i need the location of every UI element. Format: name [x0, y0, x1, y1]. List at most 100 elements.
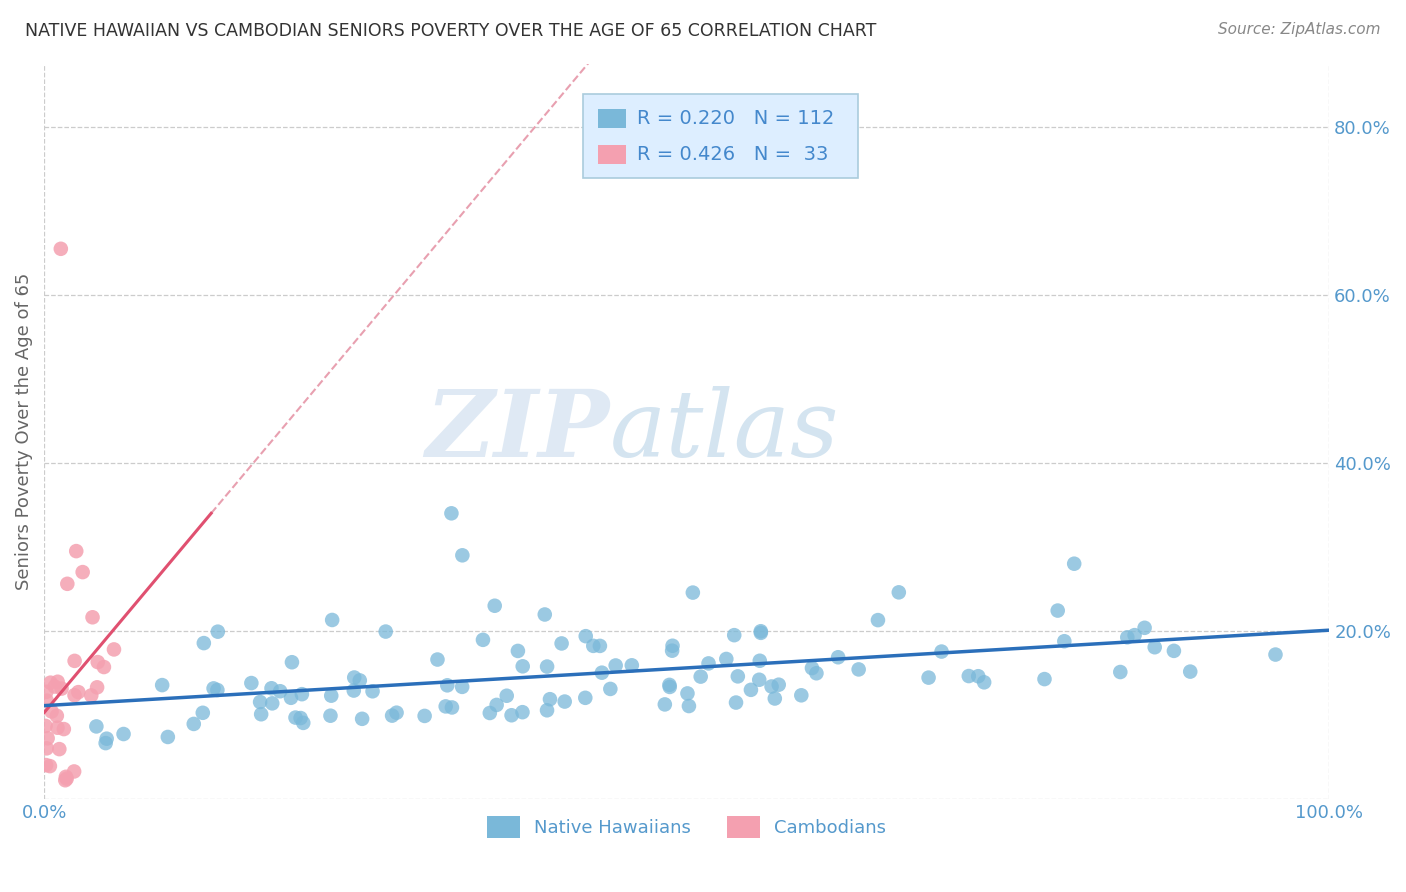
Point: [207, 624, 229, 639]
Point: [436, 678, 458, 692]
Point: [291, 687, 314, 701]
Point: [46, 721, 69, 735]
Point: [51, 681, 73, 696]
Point: [343, 683, 366, 698]
Point: [35, 685, 58, 699]
Point: [37, 731, 59, 746]
Point: [790, 688, 813, 702]
Point: [661, 639, 683, 653]
Point: [440, 700, 463, 714]
Point: [260, 681, 283, 696]
Point: [34, 719, 56, 733]
Point: [1163, 644, 1185, 658]
Point: [38, 759, 60, 773]
Point: [506, 644, 529, 658]
Point: [1063, 557, 1085, 571]
Point: [478, 706, 501, 720]
Point: [207, 683, 229, 698]
Text: NATIVE HAWAIIAN VS CAMBODIAN SENIORS POVERTY OVER THE AGE OF 65 CORRELATION CHAR: NATIVE HAWAIIAN VS CAMBODIAN SENIORS POV…: [25, 22, 877, 40]
Point: [93, 660, 115, 674]
Point: [321, 613, 343, 627]
Point: [249, 695, 271, 709]
Point: [193, 636, 215, 650]
Point: [682, 585, 704, 599]
Text: R = 0.426   N =  33: R = 0.426 N = 33: [637, 145, 828, 164]
Point: [56, 577, 79, 591]
Point: [582, 639, 605, 653]
Point: [55, 772, 77, 786]
Point: [658, 678, 681, 692]
Point: [716, 652, 738, 666]
Point: [103, 642, 125, 657]
Point: [319, 708, 342, 723]
Point: [1264, 648, 1286, 662]
Point: [343, 671, 366, 685]
Point: [1123, 628, 1146, 642]
Point: [697, 657, 720, 671]
Point: [67, 685, 90, 699]
Point: [512, 659, 534, 673]
Point: [501, 708, 523, 723]
Point: [533, 607, 555, 622]
Point: [1133, 621, 1156, 635]
Point: [1053, 634, 1076, 648]
Point: [96, 731, 118, 746]
Point: [654, 698, 676, 712]
Point: [63, 688, 86, 702]
Point: [434, 699, 457, 714]
Point: [281, 655, 304, 669]
Point: [290, 711, 312, 725]
Point: [65, 544, 87, 558]
Point: [1033, 672, 1056, 686]
Point: [381, 708, 404, 723]
Point: [183, 717, 205, 731]
Point: [45, 708, 67, 723]
Point: [1180, 665, 1202, 679]
Point: [620, 658, 643, 673]
Point: [53, 773, 76, 788]
Point: [599, 681, 621, 696]
Point: [280, 690, 302, 705]
Point: [35, 694, 58, 708]
Point: [749, 625, 772, 640]
Point: [761, 680, 783, 694]
Point: [806, 666, 828, 681]
Point: [574, 690, 596, 705]
Point: [723, 628, 745, 642]
Point: [82, 610, 104, 624]
Point: [554, 695, 576, 709]
Point: [967, 669, 990, 683]
Text: R = 0.220   N = 112: R = 0.220 N = 112: [637, 109, 834, 128]
Point: [451, 549, 474, 563]
Point: [292, 715, 315, 730]
Point: [658, 680, 681, 694]
Text: atlas: atlas: [610, 386, 839, 476]
Point: [44, 680, 66, 694]
Point: [536, 659, 558, 673]
Point: [426, 652, 449, 666]
Point: [887, 585, 910, 599]
Point: [86, 681, 108, 695]
Point: [262, 697, 284, 711]
Point: [35, 741, 58, 756]
Point: [39, 675, 62, 690]
Point: [724, 696, 747, 710]
Point: [973, 675, 995, 690]
Point: [550, 636, 572, 650]
Point: [495, 689, 517, 703]
Point: [484, 599, 506, 613]
Point: [94, 736, 117, 750]
Point: [87, 655, 110, 669]
Point: [250, 707, 273, 722]
Point: [240, 676, 263, 690]
Point: [150, 678, 173, 692]
Point: [86, 719, 108, 733]
Point: [1109, 665, 1132, 679]
Y-axis label: Seniors Poverty Over the Age of 65: Seniors Poverty Over the Age of 65: [15, 273, 32, 591]
Point: [472, 632, 495, 647]
Point: [931, 644, 953, 658]
Point: [591, 665, 613, 680]
Point: [63, 654, 86, 668]
Legend: Native Hawaiians, Cambodians: Native Hawaiians, Cambodians: [479, 808, 893, 845]
Point: [827, 650, 849, 665]
